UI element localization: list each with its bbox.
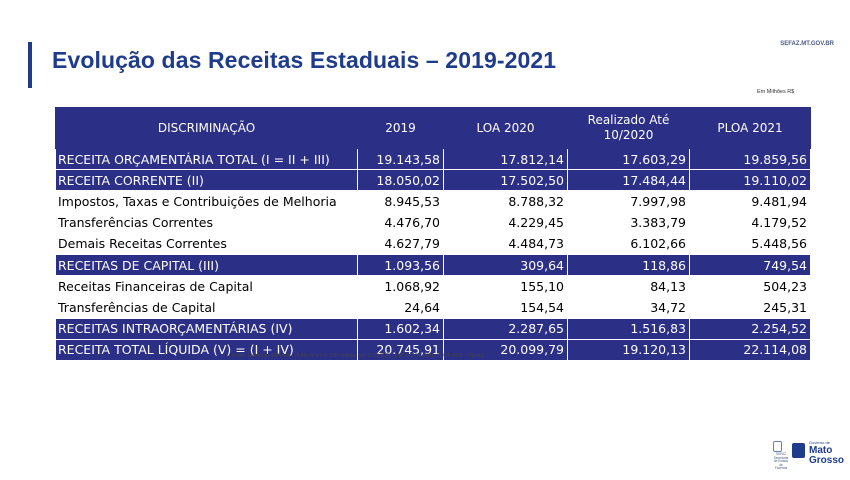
source-note: Fonte: Relatórios FIPLAN – PLAN 72 e FIP… [232,353,486,359]
gov-logo-caption: Governo de [809,440,830,445]
row-value: 4.627,79 [357,233,444,255]
row-label: Demais Receitas Correntes [55,233,358,255]
row-value: 9.481,94 [689,190,811,213]
row-label: Impostos, Taxas e Contribuições de Melho… [55,190,358,213]
gov-logo-line1: Mato [809,445,833,456]
sefaz-logo-text: SEFAZ Secretaria de Estado de Fazenda [773,452,789,471]
table-body: RECEITA ORÇAMENTÁRIA TOTAL (I = II + III… [55,147,811,361]
table-row: Transferências de Capital 24,64 154,54 34,7… [55,296,811,318]
row-value: 19.143,58 [357,147,444,171]
table-row: Receitas Financeiras de Capital 1.068,92 1… [55,275,811,297]
row-value: 504,23 [689,275,811,297]
gov-logo-line2: Grosso [809,455,845,466]
row-value: 4.476,70 [357,212,444,234]
site-url[interactable]: SEFAZ.MT.GOV.BR [780,41,834,47]
column-header: Realizado Até 10/2020 [567,107,690,149]
row-value: 19.859,56 [689,147,811,171]
title-accent-bar [28,42,32,88]
table-row: Impostos, Taxas e Contribuições de Melho… [55,190,811,213]
row-label: Transferências Correntes [55,212,358,234]
row-value: 309,64 [443,253,568,277]
row-value: 154,54 [443,296,568,318]
row-value: 1.068,92 [357,275,444,297]
column-header: DISCRIMINAÇÃO [55,107,358,149]
row-value: 4.229,45 [443,212,568,234]
row-value: 19.110,02 [689,169,811,192]
row-value: 8.945,53 [357,190,444,213]
sefaz-logo-icon [773,441,782,452]
table-row: RECEITA CORRENTE (II) 18.050,02 17.502,50 1… [55,169,811,192]
row-value: 18.050,02 [357,169,444,192]
table-row: Transferências Correntes 4.476,70 4.229,45… [55,212,811,234]
row-value: 1.516,83 [567,317,690,340]
footer-logos: SEFAZ Secretaria de Estado de Fazenda Go… [773,437,844,471]
row-value: 3.383,79 [567,212,690,234]
page-title: Evolução das Receitas Estaduais – 2019-2… [52,47,557,73]
row-value: 2.287,65 [443,317,568,340]
row-label: RECEITA ORÇAMENTÁRIA TOTAL (I = II + III… [55,147,358,171]
row-value: 8.788,32 [443,190,568,213]
gov-logo-name: Mato Grosso [809,446,844,466]
table-row: RECEITA TOTAL LÍQUIDA (V) = (I + IV) 20.7… [55,338,811,361]
table-row: RECEITAS INTRAORÇAMENTÁRIAS (IV) 1.602,34… [55,317,811,340]
row-label: RECEITA TOTAL LÍQUIDA (V) = (I + IV) [55,338,358,361]
table-row: RECEITA ORÇAMENTÁRIA TOTAL (I = II + III… [55,147,811,171]
row-value: 5.448,56 [689,233,811,255]
row-value: 17.603,29 [567,147,690,171]
table-header-row: DISCRIMINAÇÃO 2019 LOA 2020 Realizado At… [55,107,811,149]
row-value: 1.093,56 [357,253,444,277]
row-value: 4.179,52 [689,212,811,234]
table-row: Demais Receitas Correntes 4.627,79 4.484,7… [55,233,811,255]
row-value: 20.745,91 [357,338,444,361]
table-row: RECEITAS DE CAPITAL (III) 1.093,56 309,64 1… [55,253,811,277]
row-value: 245,31 [689,296,811,318]
row-value: 4.484,73 [443,233,568,255]
row-value: 6.102,66 [567,233,690,255]
row-value: 84,13 [567,275,690,297]
unit-note: Em Milhões R$ [757,89,795,95]
row-value: 2.254,52 [689,317,811,340]
row-value: 118,86 [567,253,690,277]
state-crest-icon [792,443,805,458]
row-value: 749,54 [689,253,811,277]
row-value: 7.997,98 [567,190,690,213]
row-label: RECEITA CORRENTE (II) [55,169,358,192]
row-label: RECEITAS INTRAORÇAMENTÁRIAS (IV) [55,317,358,340]
row-value: 1.602,34 [357,317,444,340]
row-label: Receitas Financeiras de Capital [55,275,358,297]
row-label: Transferências de Capital [55,296,358,318]
row-value: 19.120,13 [567,338,690,361]
row-label: RECEITAS DE CAPITAL (III) [55,253,358,277]
row-value: 22.114,08 [689,338,811,361]
revenue-table: DISCRIMINAÇÃO 2019 LOA 2020 Realizado At… [55,107,811,361]
column-header: 2019 [357,107,444,149]
row-value: 24,64 [357,296,444,318]
row-value: 17.812,14 [443,147,568,171]
row-value: 17.484,44 [567,169,690,192]
row-value: 155,10 [443,275,568,297]
row-value: 17.502,50 [443,169,568,192]
row-value: 20.099,79 [443,338,568,361]
row-value: 34,72 [567,296,690,318]
column-header: LOA 2020 [443,107,568,149]
column-header: PLOA 2021 [689,107,811,149]
